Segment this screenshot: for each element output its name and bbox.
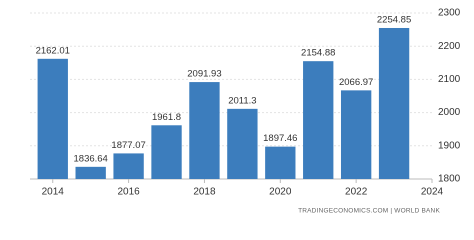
- bar: [265, 146, 296, 179]
- value-label: 1897.46: [263, 133, 297, 144]
- bar: [151, 125, 182, 179]
- source: TRADINGECONOMICS.COM | WORLD BANK: [298, 208, 440, 215]
- value-label: 2011.3: [228, 95, 256, 106]
- value-label: 1836.64: [74, 153, 108, 164]
- x-tick-label: 2024: [421, 187, 444, 198]
- x-tick-label: 2014: [42, 187, 65, 198]
- y-tick-label: 2200: [438, 41, 461, 52]
- value-label: 1877.07: [111, 140, 145, 151]
- x-tick-label: 2022: [345, 187, 368, 198]
- bar: [113, 153, 144, 179]
- y-tick-label: 1900: [438, 140, 461, 151]
- value-label: 2154.88: [301, 48, 335, 59]
- chart: TRADINGECONOMICS.COM | WORLD BANK 1800 19…: [30, 8, 461, 215]
- value-label: 2254.85: [377, 15, 411, 26]
- value-label: 2162.01: [36, 45, 70, 56]
- x-tick-label: 2018: [193, 187, 216, 198]
- value-label: 2066.97: [339, 77, 373, 88]
- y-tick-label: 2000: [438, 107, 461, 118]
- y-tick-label: 1800: [438, 174, 461, 185]
- bar: [227, 108, 258, 179]
- value-label: 2091.93: [187, 69, 221, 80]
- bar: [340, 90, 372, 179]
- x-tick-label: 2020: [269, 187, 292, 198]
- y-tick-label: 2300: [438, 8, 461, 19]
- bar: [303, 61, 334, 179]
- x-tick-label: 2016: [117, 187, 140, 198]
- page: {"chart_data": {"type": "bar", "x": [201…: [30, 7, 461, 215]
- bar: [189, 82, 220, 179]
- bar: [378, 27, 410, 179]
- value-label: 1961.8: [152, 112, 181, 123]
- bar: [37, 58, 68, 179]
- y-tick-label: 2100: [438, 74, 461, 85]
- bar: [75, 166, 106, 179]
